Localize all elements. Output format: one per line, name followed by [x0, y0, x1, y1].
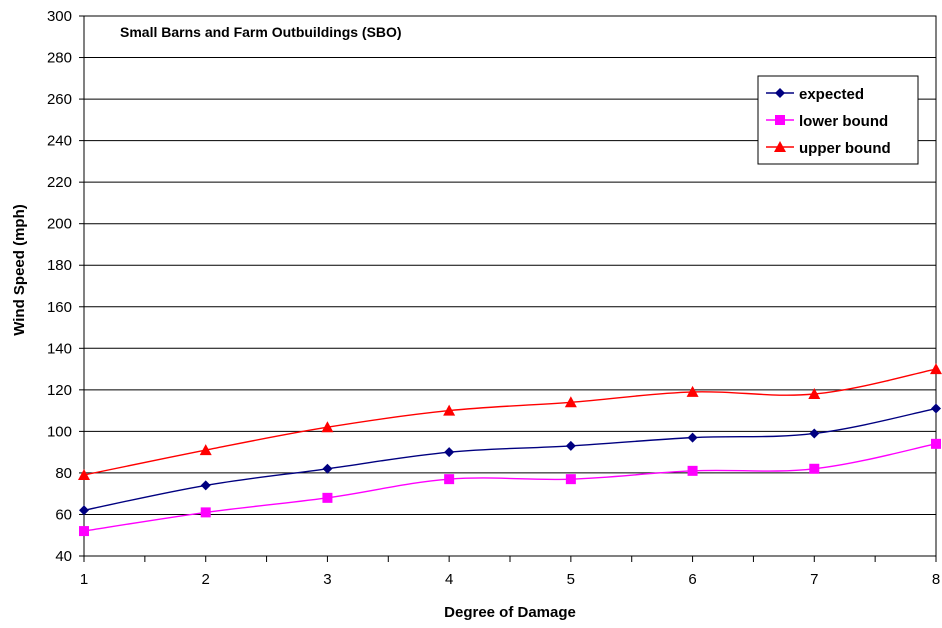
y-tick-label: 80	[55, 465, 72, 482]
y-tick-label: 160	[47, 299, 72, 316]
legend-marker-upper-bound	[774, 141, 786, 152]
y-axis-title: Wind Speed (mph)	[11, 204, 28, 336]
legend-label-lower-bound: lower bound	[799, 113, 888, 130]
data-point-lower-bound	[687, 465, 698, 476]
x-tick-label: 2	[202, 571, 210, 588]
y-tick-label: 180	[47, 257, 72, 274]
data-point-upper-bound	[443, 404, 456, 416]
data-point-lower-bound	[565, 474, 576, 485]
y-tick-label: 220	[47, 174, 72, 191]
x-tick-label: 6	[688, 571, 696, 588]
data-point-upper-bound	[564, 396, 577, 408]
data-point-expected	[809, 428, 820, 439]
legend-marker-lower-bound	[775, 115, 785, 125]
data-point-lower-bound	[200, 507, 211, 518]
data-point-expected	[565, 440, 576, 451]
x-axis-title: Degree of Damage	[444, 604, 576, 621]
y-tick-label: 240	[47, 133, 72, 150]
legend-label-upper-bound: upper bound	[799, 140, 891, 157]
data-point-expected	[931, 403, 941, 414]
data-point-lower-bound	[931, 438, 941, 449]
y-tick-label: 200	[47, 216, 72, 233]
series-line-lower-bound	[83, 443, 937, 532]
y-tick-label: 260	[47, 91, 72, 108]
data-point-lower-bound	[444, 474, 455, 485]
series-line-expected	[83, 407, 937, 511]
x-tick-label: 3	[323, 571, 331, 588]
data-point-expected	[687, 432, 698, 443]
legend: expected lower bound upper bound	[757, 75, 919, 165]
data-point-expected	[200, 480, 211, 491]
chart-title: Small Barns and Farm Outbuildings (SBO)	[120, 24, 402, 40]
data-point-upper-bound	[808, 388, 821, 399]
x-tick-label: 4	[445, 571, 453, 588]
data-point-lower-bound	[809, 463, 820, 474]
data-point-upper-bound	[321, 421, 334, 433]
y-tick-label: 280	[47, 50, 72, 67]
axis-ticks: 40 60 80 100 120 140 160 180 200 220 240 260 280 300 1…	[47, 8, 940, 588]
x-tick-label: 7	[810, 571, 818, 588]
data-point-lower-bound	[79, 526, 89, 537]
data-point-expected	[79, 505, 89, 516]
legend-label-expected: expected	[799, 86, 864, 103]
data-point-lower-bound	[322, 492, 333, 503]
x-tick-label: 5	[567, 571, 575, 588]
data-point-upper-bound	[199, 444, 212, 456]
y-tick-label: 120	[47, 382, 72, 399]
series-group	[78, 363, 942, 537]
data-point-upper-bound	[78, 469, 90, 480]
y-tick-label: 140	[47, 340, 72, 357]
x-tick-label: 1	[80, 571, 88, 588]
data-point-expected	[322, 463, 333, 474]
data-point-expected	[444, 447, 455, 458]
legend-marker-expected	[775, 88, 785, 98]
y-tick-label: 300	[47, 8, 72, 25]
y-tick-label: 40	[55, 548, 72, 565]
series-line-upper-bound	[83, 368, 937, 476]
data-point-upper-bound	[930, 363, 942, 375]
y-tick-label: 100	[47, 423, 72, 440]
x-tick-label: 8	[932, 571, 940, 588]
data-point-upper-bound	[686, 385, 699, 397]
y-tick-label: 60	[55, 506, 72, 523]
